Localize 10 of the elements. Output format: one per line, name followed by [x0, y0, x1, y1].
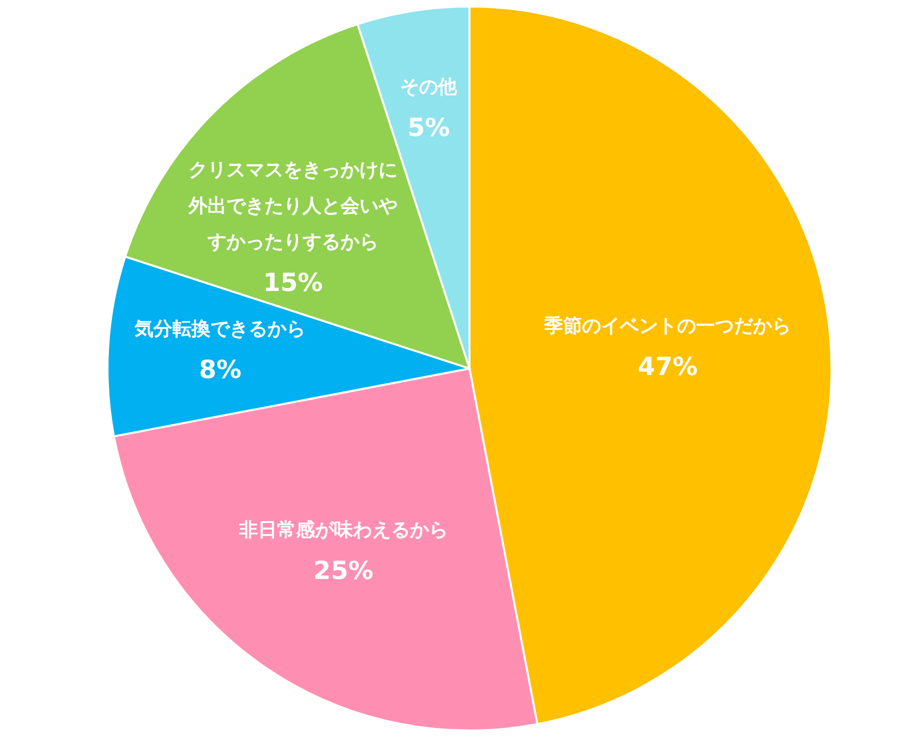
data-label: 15%: [263, 268, 323, 297]
slice-label: 非日常感が味わえるから: [238, 519, 448, 542]
slice-label: クリスマスをきっかけに外出できたり人と会いやすかったりするから: [187, 158, 398, 253]
data-label: 8%: [198, 354, 242, 384]
data-label: 47%: [638, 352, 698, 381]
data-label: 5%: [408, 113, 450, 142]
data-label: 25%: [313, 556, 374, 586]
slice-label: 気分転換できるから: [134, 318, 306, 340]
slice-label: その他: [400, 76, 458, 98]
slice-label: 季節のイベントの一つだから: [543, 314, 792, 337]
